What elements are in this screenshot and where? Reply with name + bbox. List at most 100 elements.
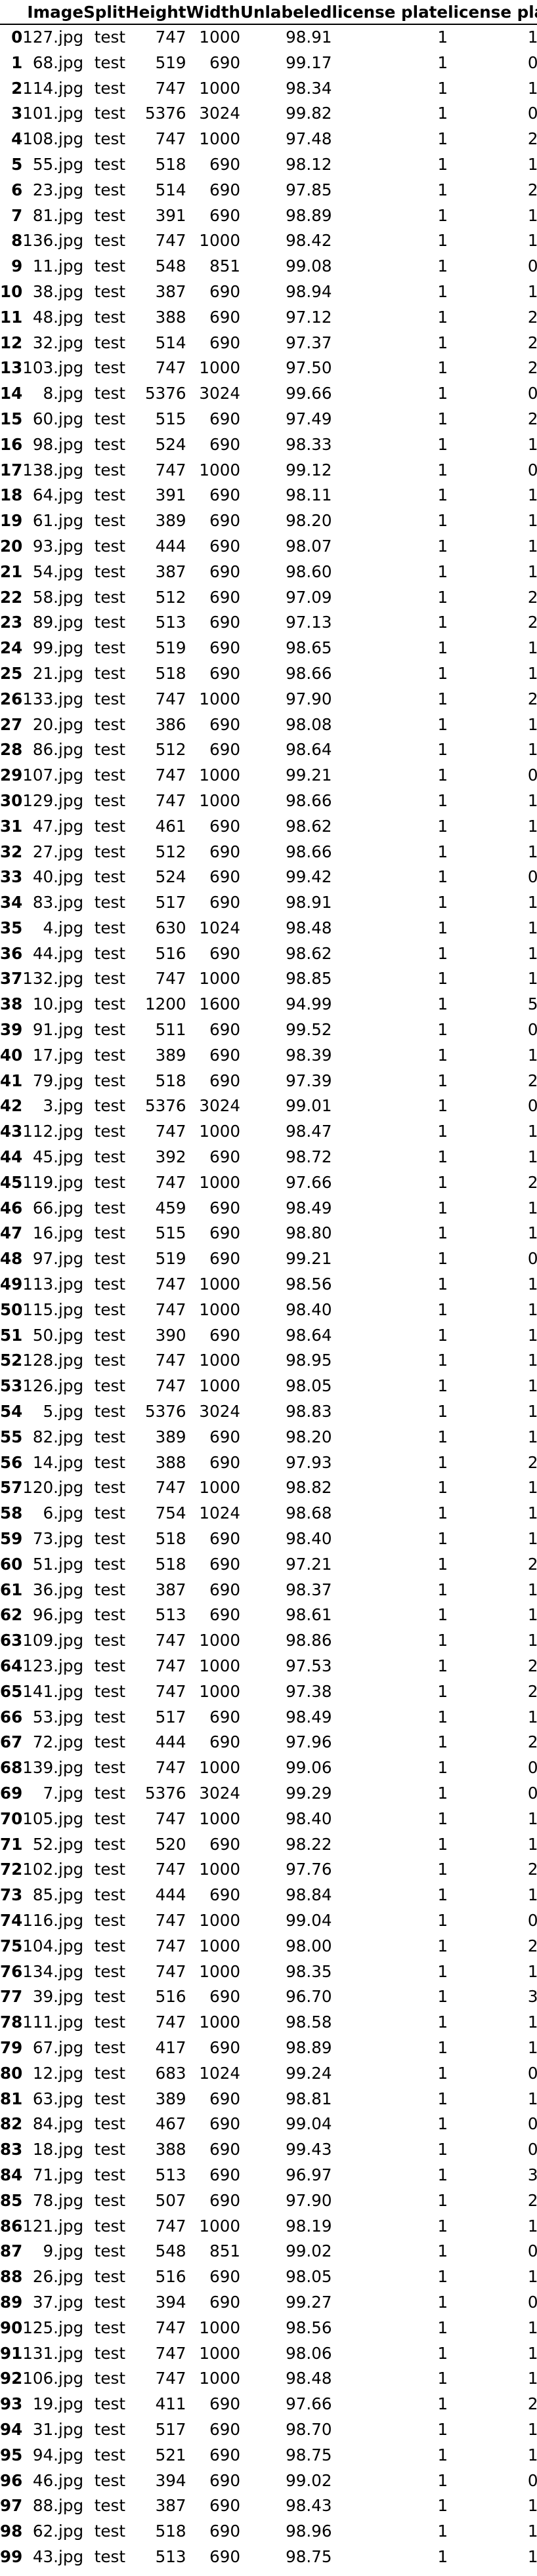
cell-license-plate-count: 1	[437, 1580, 448, 1599]
cell-unlabeled: 96.70	[286, 1987, 332, 2007]
cell-license-plate-count: 1	[437, 485, 448, 505]
cell-license-plate-count: 1	[437, 2063, 448, 2083]
cell-height: 5376	[144, 1096, 186, 1116]
cell-image: 17.jpg	[32, 1045, 84, 1065]
cell-image: 21.jpg	[32, 663, 84, 683]
cell-license-plate-count: 1	[437, 1351, 448, 1370]
row-index: 20	[0, 536, 23, 556]
cell-width: 1000	[199, 969, 241, 989]
cell-width: 851	[209, 2241, 241, 2261]
cell-width: 1000	[199, 1860, 241, 1879]
cell-license-plate-percent: 1.06	[527, 281, 537, 301]
cell-license-plate-percent: 1.60	[527, 1529, 537, 1549]
row-index: 27	[0, 714, 23, 734]
table-row: 54 5.jpg test 5376 3024 98.83 1 1.17	[0, 1399, 537, 1425]
cell-height: 747	[155, 1681, 186, 1701]
cell-license-plate-count: 1	[437, 129, 448, 149]
cell-split: test	[94, 1351, 125, 1370]
cell-license-plate-percent: 2.34	[527, 2394, 537, 2414]
cell-license-plate-count: 1	[437, 842, 448, 861]
header-row: Image Split Height Width Unlabeled licen…	[0, 1, 537, 24]
cell-license-plate-percent: 1.95	[527, 2267, 537, 2287]
cell-height: 517	[155, 2419, 186, 2439]
cell-split: test	[94, 384, 125, 403]
cell-unlabeled: 98.48	[286, 2369, 332, 2388]
cell-width: 1024	[199, 1503, 241, 1523]
cell-license-plate-count: 1	[437, 1045, 448, 1065]
table-row: 12 32.jpg test 514 690 97.37 1 2.63	[0, 331, 537, 356]
row-index: 28	[0, 740, 23, 760]
cell-split: test	[94, 1402, 125, 1421]
cell-image: 55.jpg	[32, 154, 84, 174]
cell-unlabeled: 97.12	[286, 307, 332, 327]
cell-height: 512	[155, 587, 186, 607]
cell-license-plate-count: 1	[437, 1122, 448, 1141]
cell-license-plate-count: 1	[437, 1631, 448, 1650]
cell-image: 4.jpg	[43, 918, 84, 937]
cell-height: 388	[155, 307, 186, 327]
cell-license-plate-percent: 1.39	[527, 1605, 537, 1625]
cell-width: 1000	[199, 1351, 241, 1370]
cell-split: test	[94, 842, 125, 861]
cell-license-plate-count: 1	[437, 358, 448, 378]
cell-unlabeled: 97.48	[286, 129, 332, 149]
table-row: 25 21.jpg test 518 690 98.66 1 1.34	[0, 661, 537, 687]
cell-image: 40.jpg	[32, 867, 84, 887]
cell-image: 98.jpg	[32, 434, 84, 454]
cell-license-plate-percent: 1.25	[527, 2445, 537, 2464]
cell-image: 120.jpg	[22, 1478, 84, 1498]
cell-split: test	[94, 1656, 125, 1675]
cell-width: 1000	[199, 2343, 241, 2363]
cell-split: test	[94, 943, 125, 963]
cell-image: 8.jpg	[43, 384, 84, 403]
cell-unlabeled: 97.13	[286, 613, 332, 632]
cell-license-plate-percent: 1.89	[527, 485, 537, 505]
cell-image: 46.jpg	[32, 2470, 84, 2490]
cell-license-plate-count: 1	[437, 384, 448, 403]
cell-unlabeled: 98.75	[286, 2445, 332, 2464]
column-header-width: Width	[186, 3, 241, 22]
cell-unlabeled: 98.49	[286, 1707, 332, 1727]
cell-unlabeled: 97.93	[286, 1452, 332, 1472]
cell-license-plate-count: 1	[437, 2394, 448, 2414]
cell-license-plate-count: 1	[437, 2445, 448, 2464]
cell-split: test	[94, 2216, 125, 2236]
cell-license-plate-count: 1	[437, 1758, 448, 1778]
cell-image: 116.jpg	[22, 1910, 84, 1930]
cell-unlabeled: 98.34	[286, 78, 332, 98]
cell-split: test	[94, 1020, 125, 1040]
cell-width: 1024	[199, 918, 241, 937]
table-row: 67 72.jpg test 444 690 97.96 1 2.04	[0, 1730, 537, 1755]
cell-license-plate-percent: 1.80	[527, 1427, 537, 1446]
cell-image: 47.jpg	[32, 816, 84, 836]
cell-height: 747	[155, 1860, 186, 1879]
cell-split: test	[94, 2394, 125, 2414]
table-row: 71 52.jpg test 520 690 98.22 1 1.78	[0, 1832, 537, 1858]
cell-width: 1000	[199, 358, 241, 378]
cell-license-plate-count: 1	[437, 1503, 448, 1523]
column-header-image: Image	[27, 3, 84, 22]
cell-license-plate-percent: 1.60	[527, 1299, 537, 1319]
cell-height: 747	[155, 1376, 186, 1396]
cell-unlabeled: 99.66	[286, 384, 332, 403]
cell-license-plate-percent: 1.38	[527, 943, 537, 963]
cell-height: 524	[155, 867, 186, 887]
table-row: 6 23.jpg test 514 690 97.85 1 2.15	[0, 178, 537, 203]
cell-license-plate-count: 1	[437, 587, 448, 607]
cell-image: 53.jpg	[32, 1707, 84, 1727]
row-index: 69	[0, 1783, 23, 1803]
table-row: 81 63.jpg test 389 690 98.81 1 1.19	[0, 2087, 537, 2112]
cell-split: test	[94, 129, 125, 149]
row-index: 48	[0, 1249, 23, 1269]
cell-license-plate-count: 1	[437, 1172, 448, 1192]
cell-height: 747	[155, 689, 186, 708]
row-index: 67	[0, 1732, 23, 1752]
cell-split: test	[94, 893, 125, 912]
cell-license-plate-count: 1	[437, 816, 448, 836]
column-header-index	[0, 1, 22, 24]
table-row: 99 43.jpg test 513 690 98.75 1 1.25	[0, 2545, 537, 2570]
cell-height: 388	[155, 1452, 186, 1472]
